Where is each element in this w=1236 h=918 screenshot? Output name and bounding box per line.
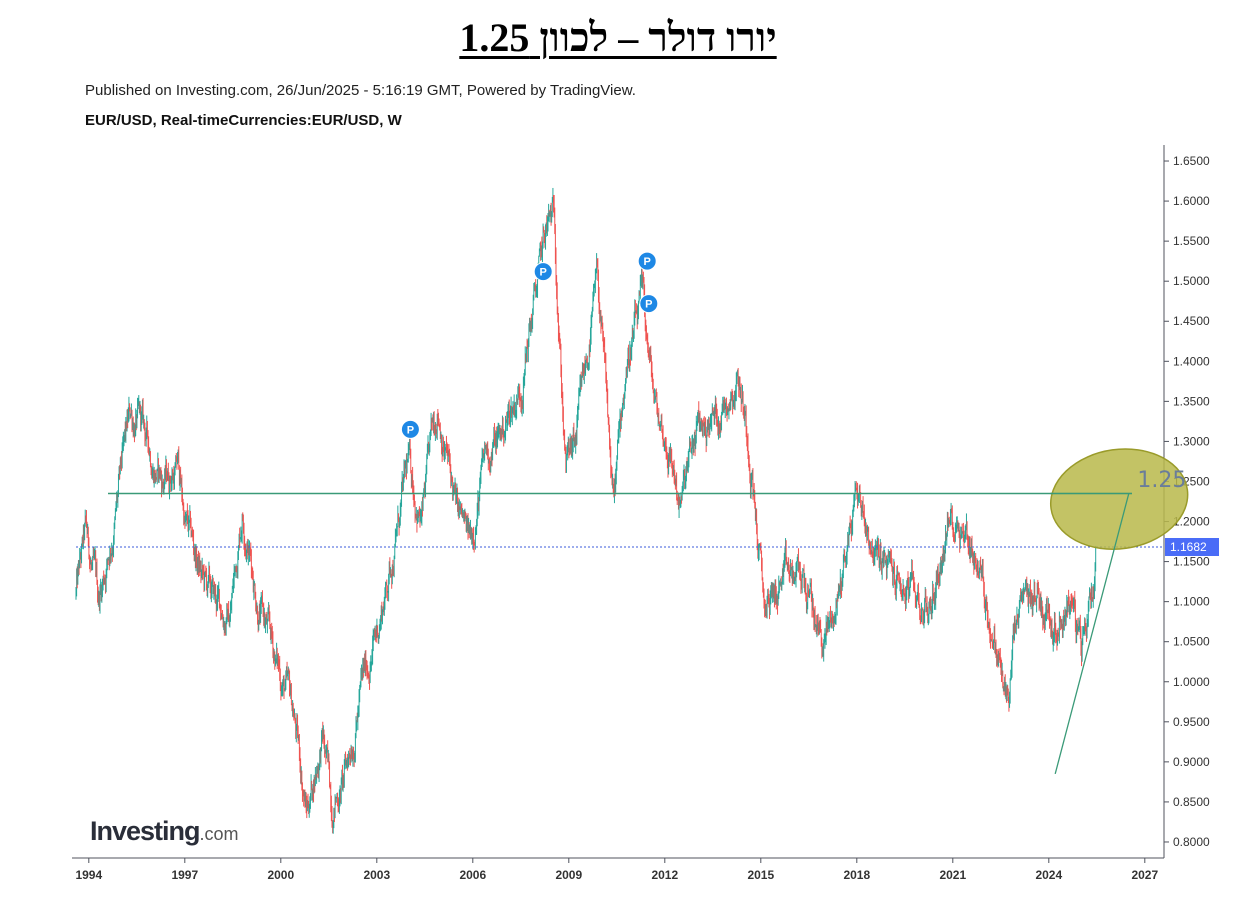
trendline bbox=[1054, 493, 1130, 775]
x-tick-label: 2009 bbox=[555, 868, 582, 882]
y-tick-label: 0.8000 bbox=[1173, 835, 1210, 849]
p-marker bbox=[639, 294, 659, 314]
y-tick-label: 1.4000 bbox=[1173, 354, 1210, 368]
target-label: 1.25 bbox=[1137, 468, 1186, 493]
y-tick-label: 1.4500 bbox=[1173, 314, 1210, 328]
p-marker bbox=[400, 419, 420, 439]
y-tick-label: 1.5000 bbox=[1173, 274, 1210, 288]
y-tick-label: 1.3000 bbox=[1173, 434, 1210, 448]
y-tick-label: 1.0500 bbox=[1173, 635, 1210, 649]
x-tick-label: 2006 bbox=[459, 868, 486, 882]
published-caption: Published on Investing.com, 26/Jun/2025 … bbox=[85, 82, 636, 99]
logo-domain: .com bbox=[199, 824, 239, 844]
headline-text: יורו דולר – לכוון 1.25 bbox=[459, 15, 777, 60]
candles bbox=[75, 187, 1097, 834]
x-tick-label: 2027 bbox=[1131, 868, 1158, 882]
p-marker-label: P bbox=[540, 267, 547, 279]
p-marker bbox=[637, 251, 657, 271]
x-tick-label: 2021 bbox=[939, 868, 966, 882]
p-marker-label: P bbox=[644, 256, 651, 268]
x-tick-label: 1997 bbox=[171, 868, 198, 882]
logo-brand: Investing bbox=[90, 816, 201, 846]
y-tick-label: 1.3500 bbox=[1173, 394, 1210, 408]
x-tick-label: 1994 bbox=[75, 868, 102, 882]
p-marker-label: P bbox=[645, 299, 652, 311]
last-price-label: 1.1682 bbox=[1170, 540, 1207, 554]
headline: יורו דולר – לכוון 1.25 bbox=[0, 14, 1236, 61]
x-tick-label: 2015 bbox=[747, 868, 774, 882]
last-price-tag bbox=[1165, 538, 1219, 557]
x-tick-label: 2003 bbox=[363, 868, 390, 882]
y-tick-label: 1.1500 bbox=[1173, 555, 1210, 569]
y-tick-label: 1.0000 bbox=[1173, 675, 1210, 689]
y-tick-label: 1.1000 bbox=[1173, 595, 1210, 609]
y-tick-label: 1.6000 bbox=[1173, 194, 1210, 208]
y-tick-label: 0.8500 bbox=[1173, 795, 1210, 809]
x-tick-label: 2000 bbox=[267, 868, 294, 882]
y-tick-label: 0.9500 bbox=[1173, 715, 1210, 729]
y-tick-label: 1.2000 bbox=[1173, 515, 1210, 529]
target-ellipse bbox=[1049, 448, 1189, 550]
p-marker bbox=[533, 262, 553, 282]
y-tick-label: 1.6500 bbox=[1173, 154, 1210, 168]
y-tick-label: 0.9000 bbox=[1173, 755, 1210, 769]
symbol-caption: EUR/USD, Real-timeCurrencies:EUR/USD, W bbox=[85, 112, 402, 129]
p-marker-label: P bbox=[407, 424, 414, 436]
investing-logo: Investing.com bbox=[90, 816, 239, 847]
x-tick-label: 2018 bbox=[843, 868, 870, 882]
y-tick-label: 1.5500 bbox=[1173, 234, 1210, 248]
x-tick-label: 2012 bbox=[651, 868, 678, 882]
x-tick-label: 2024 bbox=[1035, 868, 1062, 882]
